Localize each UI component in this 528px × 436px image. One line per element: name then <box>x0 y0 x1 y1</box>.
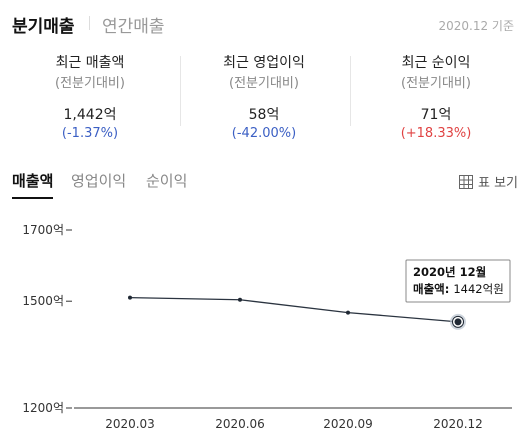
summary-net-income: 최근 순이익 (전분기대비) 71억 (+18.33%) <box>348 46 524 146</box>
summary-title: 최근 순이익 <box>401 55 471 71</box>
data-point[interactable] <box>128 295 132 300</box>
summary-subtitle: (전분기대비) <box>401 76 471 91</box>
tab-divider <box>89 16 90 30</box>
data-point[interactable] <box>454 318 462 326</box>
summary-change: (+18.33%) <box>400 126 472 141</box>
header: 분기매출 연간매출 2020.12 기준 <box>0 0 528 46</box>
x-tick-label: 2020.06 <box>215 417 265 431</box>
summary-panel: 최근 매출액 (전분기대비) 1,442억 (-1.37%) 최근 영업이익 (… <box>0 46 528 146</box>
x-tick-label: 2020.12 <box>433 417 483 431</box>
tab-quarterly-sales[interactable]: 분기매출 <box>12 17 75 37</box>
y-axis: 1700억 1500억 1200억 <box>22 223 72 415</box>
data-points <box>128 295 466 330</box>
tooltip-box <box>405 259 511 303</box>
tab-net-income[interactable]: 순이익 <box>146 172 188 190</box>
tooltip-value: 매출액: 1442억원 <box>413 282 504 296</box>
y-tick-label: 1500억 <box>22 294 64 308</box>
summary-revenue: 최근 매출액 (전분기대비) 1,442억 (-1.37%) <box>2 46 178 146</box>
x-tick-label: 2020.09 <box>323 417 373 431</box>
y-tick-label: 1700억 <box>22 223 64 237</box>
tab-operating-profit[interactable]: 영업이익 <box>71 172 127 190</box>
summary-divider <box>180 56 181 126</box>
table-view-button[interactable]: 표 보기 <box>458 172 518 191</box>
summary-title: 최근 매출액 <box>55 55 125 71</box>
summary-subtitle: (전분기대비) <box>55 76 125 91</box>
tab-annual-sales[interactable]: 연간매출 <box>102 17 165 37</box>
summary-title: 최근 영업이익 <box>223 55 305 71</box>
summary-change: (-1.37%) <box>61 126 119 141</box>
metric-tabs: 매출액 영업이익 순이익 표 보기 <box>0 164 528 199</box>
table-icon <box>458 174 473 189</box>
tab-revenue[interactable]: 매출액 <box>12 170 54 199</box>
summary-operating-profit: 최근 영업이익 (전분기대비) 58억 (-42.00%) <box>176 46 352 146</box>
summary-value: 1,442억 <box>63 107 117 123</box>
data-point[interactable] <box>238 297 242 302</box>
summary-subtitle: (전분기대비) <box>229 76 299 91</box>
series-line-revenue <box>129 296 459 323</box>
data-point[interactable] <box>346 310 350 315</box>
x-axis: 2020.03 2020.06 2020.09 2020.12 <box>105 417 483 431</box>
summary-change: (-42.00%) <box>231 126 297 141</box>
y-tick-label: 1200억 <box>22 401 64 415</box>
x-tick-label: 2020.03 <box>105 417 155 431</box>
table-view-label: 표 보기 <box>477 176 518 191</box>
tooltip-title: 2020년 12월 <box>413 265 486 279</box>
basis-date: 2020.12 기준 <box>438 19 514 33</box>
summary-divider <box>350 56 351 126</box>
summary-value: 71억 <box>420 107 452 123</box>
summary-value: 58억 <box>248 107 280 123</box>
